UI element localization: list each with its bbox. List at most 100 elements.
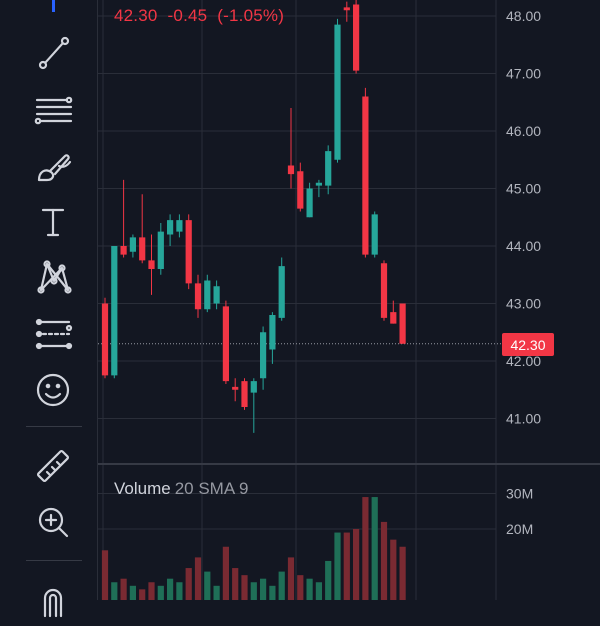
- volume-pane[interactable]: 30M 20M Volume 20 SMA 9: [98, 465, 600, 600]
- price-axis-label: 45.00: [506, 181, 541, 197]
- volume-bar-down: [297, 575, 304, 600]
- price-axis-label: 47.00: [506, 66, 541, 82]
- current-price-label: 42.30: [502, 333, 554, 356]
- price-axis-label: 44.00: [506, 238, 541, 254]
- candle-down: [362, 96, 369, 255]
- toolbar-separator: [26, 560, 82, 561]
- price-axis-label: 48.00: [506, 8, 541, 24]
- candle-up: [306, 188, 313, 218]
- volume-bar-down: [148, 582, 155, 600]
- volume-bar-down: [232, 568, 239, 600]
- zoom-in-icon[interactable]: [27, 496, 79, 548]
- candle-down: [380, 263, 388, 318]
- candle-up: [204, 280, 211, 310]
- volume-label: Volume: [114, 479, 171, 498]
- candle-up: [111, 246, 118, 376]
- prediction-icon[interactable]: [27, 308, 79, 360]
- candle-up: [157, 231, 164, 269]
- volume-bar-up: [250, 582, 257, 600]
- volume-bar-down: [120, 578, 127, 600]
- candle-up: [167, 220, 174, 235]
- volume-bar-down: [222, 546, 229, 600]
- candle-up: [315, 182, 322, 186]
- candle-down: [390, 312, 397, 324]
- candle-up: [260, 332, 267, 379]
- volume-bar-up: [204, 571, 211, 600]
- pattern-icon[interactable]: [27, 250, 79, 302]
- volume-bar-up: [315, 582, 322, 600]
- candle-down: [101, 303, 109, 376]
- candle-down: [297, 171, 304, 209]
- volume-bar-up: [213, 585, 220, 600]
- volume-bar-up: [278, 571, 285, 600]
- price-header: 42.30 -0.45 (-1.05%): [114, 6, 294, 26]
- fib-retracement-icon[interactable]: [27, 84, 79, 136]
- volume-bar-down: [194, 557, 202, 600]
- volume-bar-down: [399, 546, 406, 600]
- volume-bar-down: [185, 568, 192, 600]
- candle-up: [129, 237, 136, 252]
- price-change: -0.45: [167, 6, 208, 25]
- emoji-icon[interactable]: [27, 364, 79, 416]
- volume-bar-up: [306, 578, 313, 600]
- price-axis-label: 43.00: [506, 296, 541, 312]
- volume-bar-down: [241, 575, 248, 600]
- candle-down: [222, 306, 229, 382]
- candle-down: [343, 7, 350, 11]
- drawing-toolbar: [0, 0, 98, 618]
- volume-bar-up: [334, 532, 341, 600]
- candle-up: [334, 24, 341, 160]
- volume-bar-up: [260, 578, 267, 600]
- volume-legend[interactable]: Volume 20 SMA 9: [114, 479, 248, 499]
- chart-area[interactable]: 48.00 47.00 46.00 45.00 44.00 43.00 42.00 41.00…: [98, 0, 600, 600]
- volume-axis-label: 20M: [506, 521, 533, 537]
- volume-chart[interactable]: 30M 20M: [98, 465, 600, 600]
- volume-bar-up: [157, 585, 164, 600]
- volume-study-label: 20 SMA 9: [174, 479, 249, 498]
- price-axis-label: 42.00: [506, 353, 541, 369]
- ruler-icon[interactable]: [27, 440, 79, 492]
- volume-bar-up: [167, 578, 174, 600]
- candle-down: [287, 165, 295, 175]
- last-price: 42.30: [114, 6, 158, 25]
- candle-down: [139, 237, 146, 261]
- volume-bar-down: [362, 497, 369, 600]
- volume-axis-label: 30M: [506, 486, 533, 502]
- volume-bar-down: [353, 529, 360, 600]
- trend-line-icon[interactable]: [27, 26, 79, 78]
- candle-up: [250, 381, 257, 393]
- candle-up: [213, 286, 220, 304]
- volume-bar-up: [129, 585, 136, 600]
- price-chart[interactable]: 48.00 47.00 46.00 45.00 44.00 43.00 42.00 41.00: [98, 0, 600, 463]
- price-axis-label: 46.00: [506, 123, 541, 139]
- magnet-icon[interactable]: [27, 574, 79, 626]
- volume-bar-up: [176, 582, 183, 600]
- active-indicator: [52, 0, 55, 12]
- candle-down: [353, 4, 360, 71]
- candle-down: [185, 220, 192, 284]
- volume-bar-up: [371, 497, 378, 600]
- volume-bar-down: [101, 550, 109, 600]
- candle-up: [325, 151, 332, 186]
- volume-bar-down: [139, 589, 146, 600]
- price-change-percent: (-1.05%): [217, 6, 285, 25]
- candle-up: [176, 220, 183, 232]
- candle-down: [120, 246, 127, 255]
- candle-up: [269, 315, 276, 350]
- volume-bar-up: [111, 582, 118, 600]
- candle-down: [399, 303, 406, 344]
- volume-bar-down: [380, 521, 388, 600]
- text-icon[interactable]: [27, 196, 79, 248]
- volume-bar-down: [390, 539, 397, 600]
- price-pane[interactable]: 48.00 47.00 46.00 45.00 44.00 43.00 42.00 41.00…: [98, 0, 600, 463]
- brush-icon[interactable]: [27, 140, 79, 192]
- candle-down: [194, 283, 202, 310]
- volume-bar-down: [287, 557, 295, 600]
- candle-down: [148, 260, 155, 269]
- volume-bar-up: [325, 560, 332, 600]
- volume-bar-down: [343, 532, 350, 600]
- pane-divider[interactable]: [98, 463, 600, 465]
- candle-down: [232, 386, 239, 390]
- candle-down: [241, 381, 248, 407]
- candle-up: [278, 266, 285, 318]
